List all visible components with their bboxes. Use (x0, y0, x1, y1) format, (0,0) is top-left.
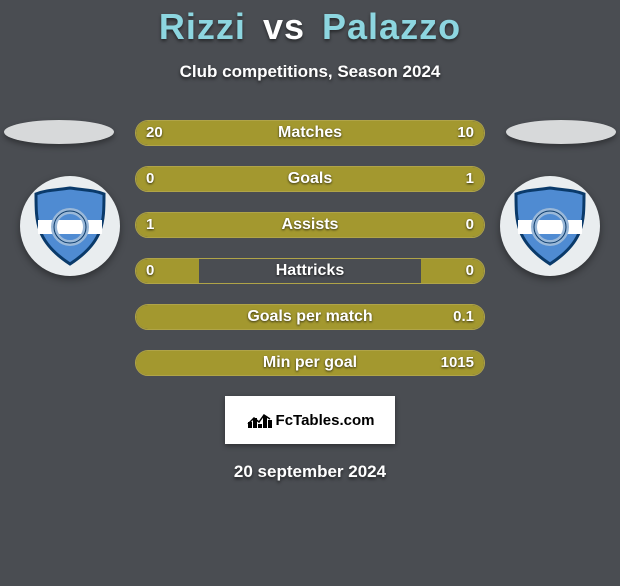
stat-label: Assists (136, 213, 484, 237)
stat-row: Goals per match0.1 (135, 304, 485, 330)
stat-value-right: 0 (466, 213, 474, 237)
title-player1: Rizzi (159, 6, 246, 47)
stat-row: Assists1 0 (135, 212, 485, 238)
stat-value-left: 0 (146, 167, 154, 191)
stat-value-left: 20 (146, 121, 163, 145)
stat-row: Hattricks0 0 (135, 258, 485, 284)
date-text: 20 september 2024 (0, 462, 620, 482)
stat-value-right: 10 (457, 121, 474, 145)
bar-chart-icon (246, 410, 274, 430)
stat-row: Matches20 10 (135, 120, 485, 146)
stat-value-left: 0 (146, 259, 154, 283)
comparison-title: Rizzi vs Palazzo (0, 6, 620, 48)
club-shield-icon (32, 186, 108, 266)
brand-box: FcTables.com (225, 396, 395, 444)
title-vs: vs (263, 6, 305, 47)
club-shield-icon (512, 186, 588, 266)
title-player2: Palazzo (322, 6, 461, 47)
stat-value-right: 0.1 (453, 305, 474, 329)
stat-row: Goals0 1 (135, 166, 485, 192)
avatar-player1 (20, 176, 120, 276)
stat-value-right: 1015 (441, 351, 474, 375)
stat-bars: Matches2010Goals01Assists10Hattricks00Go… (135, 120, 485, 376)
stat-value-right: 1 (466, 167, 474, 191)
brand-text: FcTables.com (276, 412, 375, 429)
avatar-player2 (500, 176, 600, 276)
stat-label: Goals per match (136, 305, 484, 329)
spotlight-ellipse-right (506, 120, 616, 144)
spotlight-ellipse-left (4, 120, 114, 144)
stat-label: Hattricks (136, 259, 484, 283)
comparison-stage: Matches2010Goals01Assists10Hattricks00Go… (0, 120, 620, 376)
stat-label: Matches (136, 121, 484, 145)
stat-value-left: 1 (146, 213, 154, 237)
stat-label: Min per goal (136, 351, 484, 375)
stat-label: Goals (136, 167, 484, 191)
stat-value-right: 0 (466, 259, 474, 283)
subtitle-text: Club competitions, Season 2024 (0, 62, 620, 82)
stat-row: Min per goal1015 (135, 350, 485, 376)
